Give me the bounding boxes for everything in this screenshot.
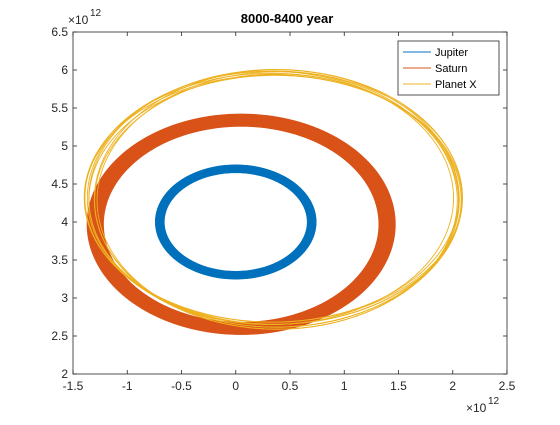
x-tick-label: 0.5 — [282, 379, 299, 393]
y-tick-label: 2.5 — [51, 329, 68, 343]
legend: Jupiter Saturn Planet X — [397, 40, 500, 96]
y-tick-label: 3 — [61, 291, 68, 305]
orbit-ring — [86, 113, 396, 335]
series-layer — [83, 68, 463, 335]
legend-label: Saturn — [435, 63, 467, 75]
x-tick-label: -0.5 — [171, 379, 192, 393]
y-tick-label: 4 — [61, 215, 68, 229]
x-tick-label: -1.5 — [63, 379, 84, 393]
x-tick-label: 0 — [232, 379, 239, 393]
orbit-ring — [163, 172, 308, 272]
orbit-ring — [102, 125, 380, 323]
x-tick-label: 2 — [449, 379, 456, 393]
series-planet-x — [83, 68, 463, 330]
orbit-ring — [155, 164, 317, 280]
x-exponent-label: ×10 12 — [466, 396, 500, 415]
y-tick-label: 6.5 — [51, 25, 68, 39]
y-exponent-label: ×10 12 — [68, 8, 102, 27]
legend-label: Planet X — [435, 79, 477, 91]
y-axis: 2 2.5 3 3.5 4 4.5 5 5.5 6 6.5 — [51, 25, 507, 381]
y-tick-label: 3.5 — [51, 253, 68, 267]
x-exponent-power: 12 — [488, 396, 500, 407]
chart-title: 8000-8400 year — [241, 11, 334, 26]
orbit-ring — [102, 125, 380, 324]
legend-item: Planet X — [403, 79, 477, 91]
x-tick-label: 1 — [341, 379, 348, 393]
y-exponent-power: 12 — [90, 8, 102, 19]
orbit-ring — [96, 71, 458, 330]
y-tick-label: 6 — [61, 63, 68, 77]
y-exponent-base: ×10 — [68, 13, 89, 27]
series-jupiter — [155, 164, 317, 280]
x-axis: -1.5 -1 -0.5 0 0.5 1 1.5 2 2.5 — [63, 32, 516, 393]
y-tick-label: 2 — [61, 367, 68, 381]
legend-label: Jupiter — [435, 47, 468, 59]
y-tick-label: 5 — [61, 139, 68, 153]
x-exponent-base: ×10 — [466, 401, 487, 415]
y-tick-label: 5.5 — [51, 101, 68, 115]
x-tick-label: -1 — [122, 379, 133, 393]
series-saturn — [86, 113, 396, 335]
legend-item: Jupiter — [403, 47, 468, 59]
y-tick-label: 4.5 — [51, 177, 68, 191]
x-tick-label: 1.5 — [390, 379, 407, 393]
legend-item: Saturn — [403, 63, 467, 75]
orbit-ring — [86, 70, 454, 326]
x-tick-label: 2.5 — [499, 379, 516, 393]
